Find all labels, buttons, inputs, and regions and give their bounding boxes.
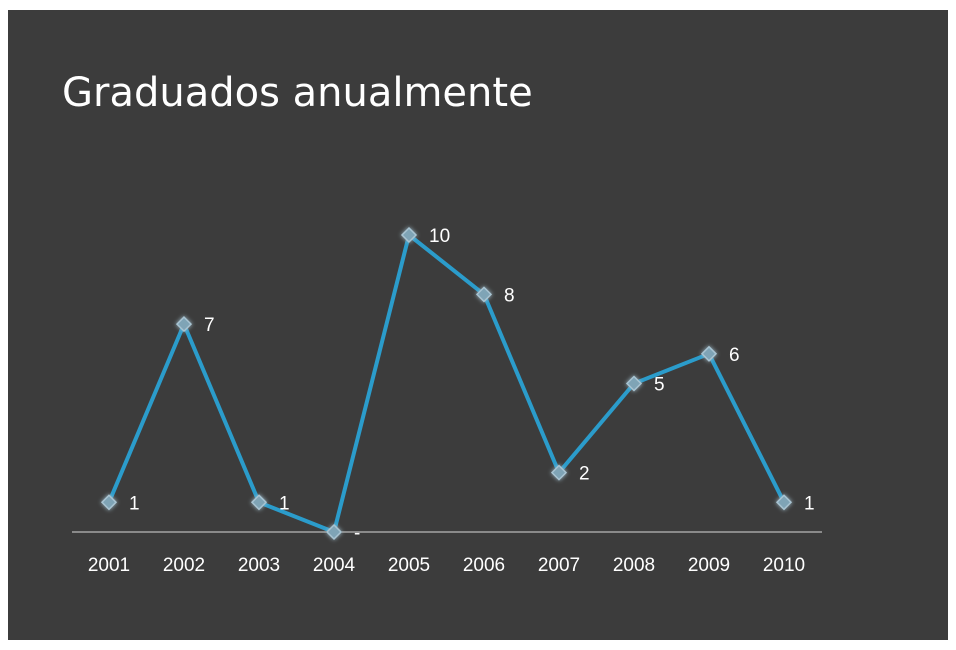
x-tick-label: 2003 xyxy=(238,555,280,576)
data-label: 8 xyxy=(504,285,515,306)
data-label: 1 xyxy=(129,493,140,514)
data-point xyxy=(700,345,718,362)
x-tick-label: 2005 xyxy=(388,555,430,576)
x-tick-label: 2010 xyxy=(763,555,805,576)
x-tick-label: 2006 xyxy=(463,555,505,576)
data-point xyxy=(550,464,568,481)
data-point xyxy=(400,226,418,244)
x-tick-label: 2002 xyxy=(163,555,205,576)
data-point xyxy=(175,316,193,333)
data-point xyxy=(475,286,493,303)
data-label: 7 xyxy=(204,315,215,336)
data-point xyxy=(775,494,793,511)
data-label: 10 xyxy=(429,226,450,247)
chart-title: Graduados anualmente xyxy=(62,70,533,116)
data-label: 1 xyxy=(804,493,815,514)
data-point xyxy=(100,494,118,511)
x-tick-label: 2007 xyxy=(538,555,580,576)
x-tick-label: 2004 xyxy=(313,555,356,576)
data-label: 6 xyxy=(729,345,740,366)
x-tick-label: 2009 xyxy=(688,555,730,576)
data-line xyxy=(107,233,786,534)
data-label: 5 xyxy=(654,375,665,396)
data-point xyxy=(325,523,343,541)
data-label: - xyxy=(354,523,360,544)
slide-background xyxy=(8,10,948,640)
data-label: 2 xyxy=(579,464,590,485)
data-label: 1 xyxy=(279,493,290,514)
x-tick-label: 2008 xyxy=(613,555,655,576)
data-point xyxy=(625,375,643,392)
x-tick-label: 2001 xyxy=(88,555,130,576)
data-point xyxy=(250,494,268,511)
